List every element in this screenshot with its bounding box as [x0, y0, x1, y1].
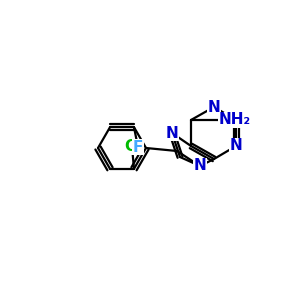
Text: F: F [133, 140, 143, 155]
Text: NH₂: NH₂ [219, 112, 251, 128]
Text: N: N [194, 158, 206, 173]
Text: N: N [230, 139, 242, 154]
Text: N: N [208, 100, 220, 115]
Text: Cl: Cl [124, 139, 140, 154]
Text: N: N [166, 125, 178, 140]
